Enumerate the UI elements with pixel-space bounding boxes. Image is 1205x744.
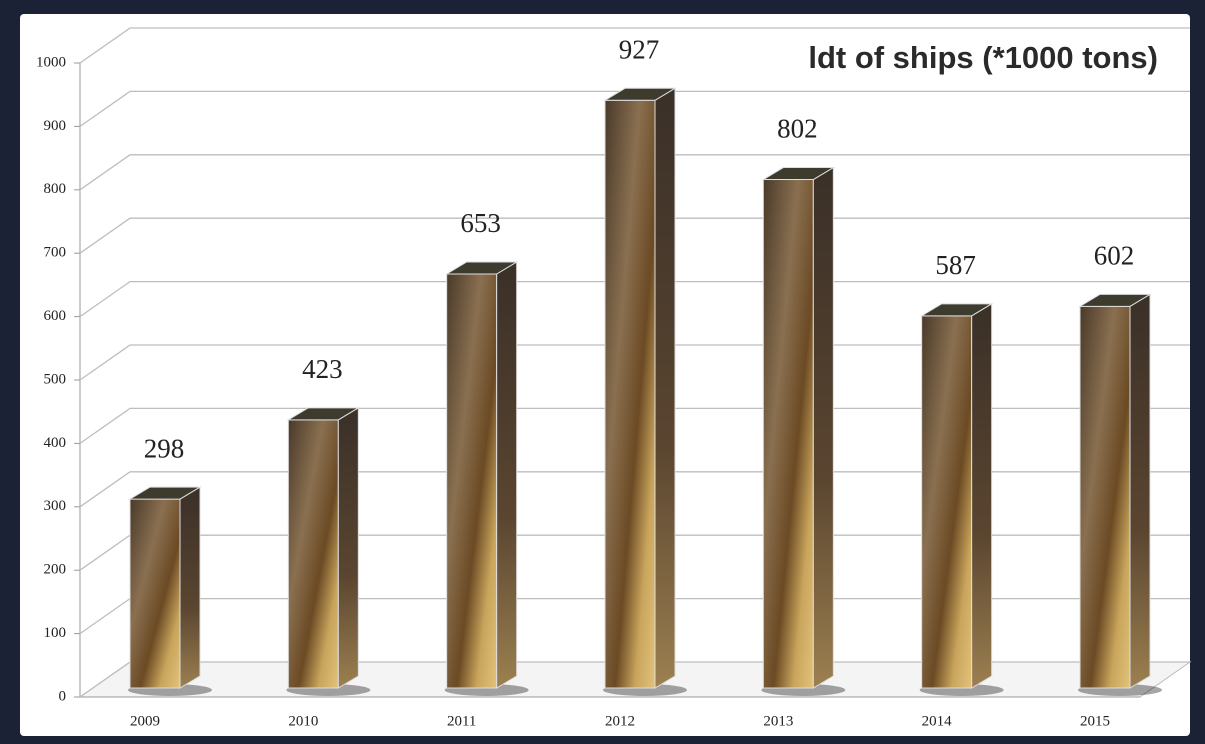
bar-side	[1129, 293, 1151, 689]
y-tick-label: 600	[44, 308, 67, 324]
bar-side	[337, 406, 359, 689]
value-label: 802	[777, 114, 818, 144]
bar-side	[654, 87, 676, 689]
value-label: 587	[935, 250, 976, 280]
y-tick-label: 100	[44, 625, 67, 641]
y-tick-label: 900	[44, 118, 67, 134]
grid-line	[79, 154, 1190, 191]
value-label: 602	[1094, 241, 1135, 271]
bar-top	[919, 303, 994, 317]
bar	[603, 87, 687, 696]
grid-line	[79, 280, 1190, 318]
bar-top	[603, 87, 677, 101]
x-tick-label: 2011	[447, 713, 476, 729]
x-tick-label: 2014	[922, 713, 953, 729]
bar-top	[761, 167, 836, 181]
bar	[1078, 293, 1162, 696]
y-tick-label: 1000	[36, 54, 66, 70]
bar	[919, 302, 1004, 696]
bar-front	[762, 179, 814, 689]
bar-front	[129, 498, 181, 689]
x-tick-label: 2015	[1080, 713, 1110, 729]
grid-line	[79, 27, 1190, 64]
grid-line	[79, 344, 1190, 381]
bar-top	[286, 407, 361, 421]
value-label: 423	[302, 354, 343, 384]
x-tick-label: 2010	[288, 713, 318, 729]
grid-line	[79, 90, 1190, 127]
y-tick-label: 300	[44, 498, 67, 514]
bar	[444, 261, 529, 696]
value-label: 927	[619, 34, 660, 64]
grid-line	[79, 407, 1190, 444]
y-tick-label: 800	[44, 181, 67, 197]
x-tick-label: 2013	[763, 713, 793, 729]
bar-side	[496, 261, 518, 689]
x-tick-label: 2009	[130, 713, 160, 729]
bar-top	[444, 261, 519, 275]
bar-side	[971, 302, 993, 689]
grid-line	[79, 471, 1190, 508]
bar-front	[921, 315, 973, 689]
y-tick-label: 500	[44, 371, 67, 387]
bar-side	[812, 166, 834, 689]
bar	[286, 406, 371, 696]
bar-top	[128, 486, 202, 500]
bar	[761, 166, 846, 696]
bar-front	[604, 99, 656, 689]
value-label: 653	[460, 208, 501, 238]
x-tick-label: 2012	[605, 713, 635, 729]
bar	[128, 486, 212, 696]
bar-top	[1078, 293, 1152, 307]
y-tick-label: 200	[44, 562, 67, 578]
y-tick-label: 0	[59, 688, 67, 704]
bar-front	[446, 273, 498, 689]
value-label: 298	[144, 433, 185, 463]
y-tick-label: 400	[44, 435, 67, 451]
bar-front	[287, 419, 339, 689]
y-tick-label: 700	[44, 245, 67, 261]
chart-title: ldt of ships (*1000 tons)	[808, 40, 1158, 75]
bar-front	[1079, 305, 1131, 689]
grid-line	[79, 217, 1190, 254]
bar-side	[179, 486, 201, 689]
